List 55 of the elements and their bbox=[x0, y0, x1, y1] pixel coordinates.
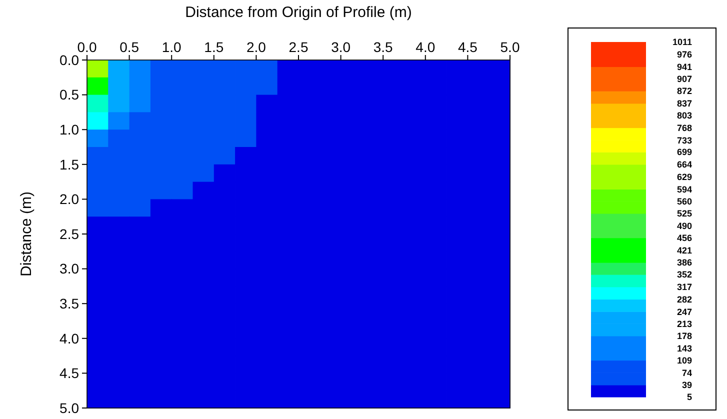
y-tick-label: 5.0 bbox=[60, 400, 80, 416]
y-tick-label: 1.0 bbox=[60, 122, 80, 138]
y-tick-label: 4.5 bbox=[60, 365, 80, 382]
color-bar-label: 699 bbox=[676, 147, 692, 158]
colorbar: 5 39 74 109 143 178 213 247 282 317 352 386 421 456 490 525 560 594 629 664 699 733 768 803 837 872 907 941 976 1011 bbox=[591, 37, 692, 402]
color-bar-label: 733 bbox=[676, 135, 692, 146]
color-bar-label: 213 bbox=[676, 318, 692, 329]
y-tick-label: 0.5 bbox=[60, 86, 80, 103]
color-bar-label: 74 bbox=[682, 368, 692, 378]
color-bar-label: 872 bbox=[676, 86, 692, 96]
color-bar-label: 768 bbox=[676, 122, 692, 133]
color-bar-label: 352 bbox=[676, 270, 692, 280]
x-tick-label: 1.0 bbox=[162, 39, 182, 55]
color-bar-label: 664 bbox=[676, 160, 692, 170]
x-tick-label: 2.0 bbox=[246, 39, 266, 55]
color-bar-label: 907 bbox=[676, 74, 692, 84]
color-bar-label: 490 bbox=[676, 221, 692, 231]
color-bar-label: 525 bbox=[676, 208, 692, 219]
color-bar-label: 560 bbox=[676, 196, 692, 206]
x-tick-label: 5.0 bbox=[500, 39, 520, 55]
color-bar-label: 247 bbox=[676, 306, 692, 317]
color-bar-label: 39 bbox=[682, 380, 692, 390]
y-tick-label: 1.5 bbox=[60, 156, 80, 172]
color-bar-label: 594 bbox=[676, 184, 692, 194]
x-tick-label: 3.5 bbox=[373, 39, 394, 55]
color-bar-label: 837 bbox=[676, 98, 692, 109]
color-bar-label: 1011 bbox=[672, 37, 692, 48]
color-bar-label: 421 bbox=[676, 245, 692, 256]
x-tick-label: 4.0 bbox=[416, 39, 436, 55]
y-tick-label: 0.0 bbox=[60, 52, 80, 68]
color-bar-label: 803 bbox=[676, 110, 692, 121]
color-bar-label: 178 bbox=[676, 331, 692, 342]
y-axis-title: Distance (m) bbox=[18, 191, 35, 277]
color-bar-label: 941 bbox=[676, 62, 692, 72]
color-bar-label: 282 bbox=[676, 294, 692, 304]
x-tick-label: 0.5 bbox=[120, 39, 140, 55]
color-bar-label: 143 bbox=[676, 343, 692, 354]
x-tick-label: 1.5 bbox=[204, 39, 224, 55]
y-tick-label: 3.0 bbox=[60, 260, 80, 277]
color-bar-label: 109 bbox=[676, 355, 692, 366]
color-bar-label: 317 bbox=[676, 282, 692, 292]
color-bar-label: 386 bbox=[676, 258, 692, 268]
y-tick-label: 2.0 bbox=[60, 191, 80, 208]
y-tick-label: 2.5 bbox=[60, 226, 80, 242]
y-tick-label: 3.5 bbox=[60, 296, 80, 312]
color-bar-label: 629 bbox=[676, 172, 692, 182]
color-bar-label: 976 bbox=[676, 50, 692, 60]
x-tick-label: 2.5 bbox=[288, 39, 308, 55]
color-bar-label: 456 bbox=[676, 233, 692, 243]
x-axis-title: Distance from Origin of Profile (m) bbox=[185, 4, 412, 21]
x-tick-label: 0.0 bbox=[77, 39, 97, 55]
y-tick-label: 4.0 bbox=[60, 330, 80, 346]
color-bar-label: 5 bbox=[686, 392, 692, 402]
x-tick-label: 4.5 bbox=[458, 39, 478, 55]
x-tick-label: 3.0 bbox=[331, 39, 351, 55]
